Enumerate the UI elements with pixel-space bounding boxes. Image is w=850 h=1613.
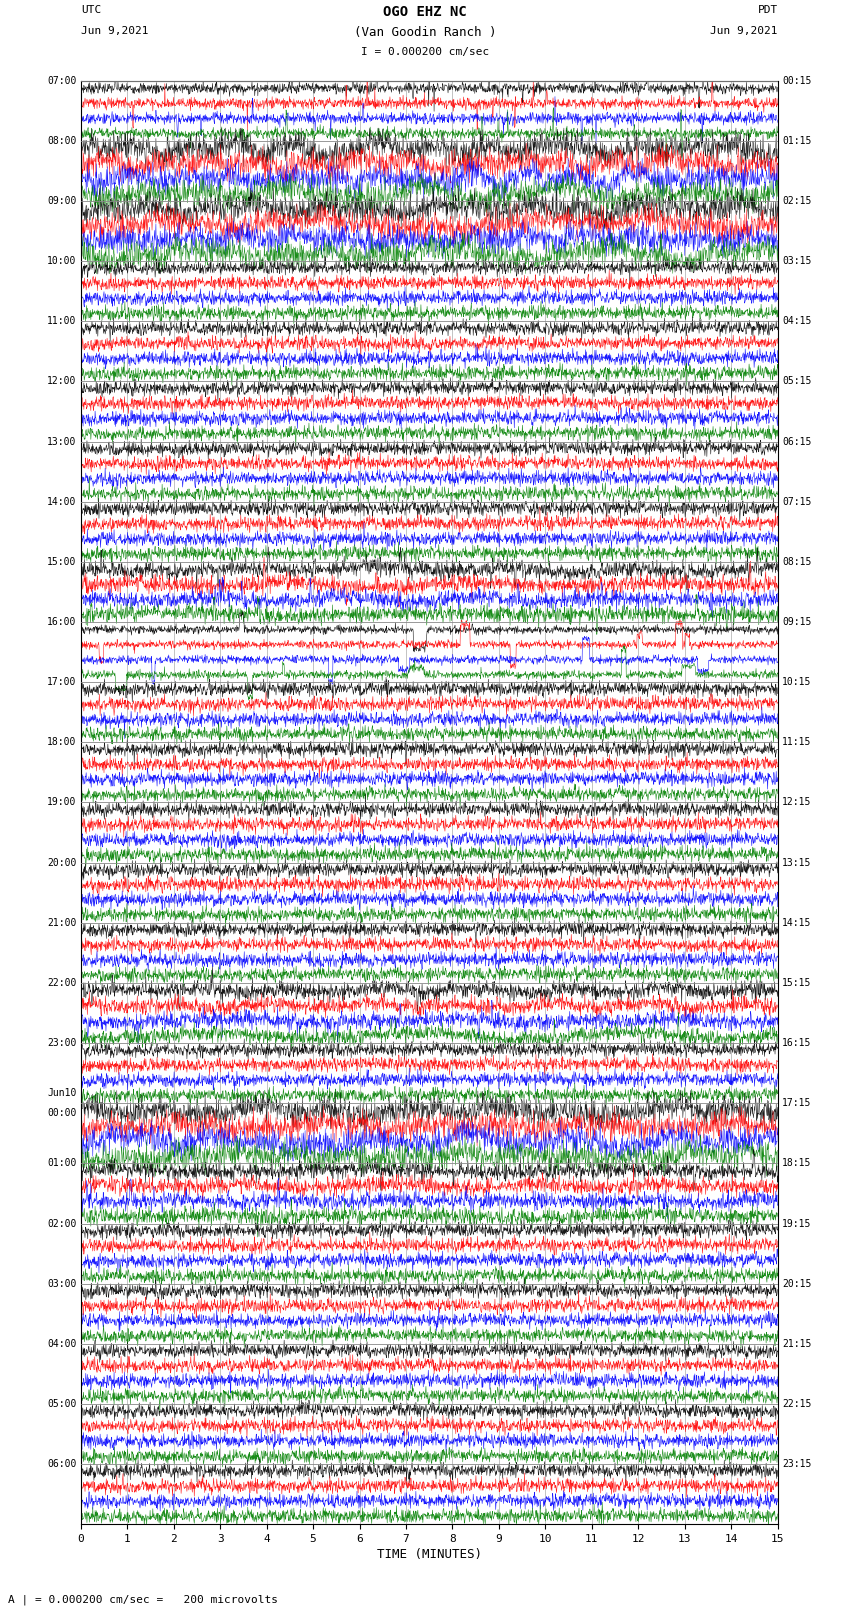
Text: 19:00: 19:00	[47, 797, 76, 808]
Text: 06:00: 06:00	[47, 1460, 76, 1469]
Text: I = 0.000200 cm/sec: I = 0.000200 cm/sec	[361, 47, 489, 56]
Text: 17:00: 17:00	[47, 677, 76, 687]
Text: 05:00: 05:00	[47, 1398, 76, 1410]
Text: 09:00: 09:00	[47, 195, 76, 206]
Text: PDT: PDT	[757, 5, 778, 15]
Text: 18:15: 18:15	[782, 1158, 812, 1168]
Text: 16:15: 16:15	[782, 1039, 812, 1048]
Text: 04:00: 04:00	[47, 1339, 76, 1348]
Text: 19:15: 19:15	[782, 1218, 812, 1229]
Text: 04:15: 04:15	[782, 316, 812, 326]
Text: 07:15: 07:15	[782, 497, 812, 506]
X-axis label: TIME (MINUTES): TIME (MINUTES)	[377, 1548, 482, 1561]
Text: 21:00: 21:00	[47, 918, 76, 927]
Text: 07:00: 07:00	[47, 76, 76, 85]
Text: 10:15: 10:15	[782, 677, 812, 687]
Text: 20:00: 20:00	[47, 858, 76, 868]
Text: 03:00: 03:00	[47, 1279, 76, 1289]
Text: 20:15: 20:15	[782, 1279, 812, 1289]
Text: 00:00: 00:00	[47, 1108, 76, 1118]
Text: Jun 9,2021: Jun 9,2021	[81, 26, 148, 35]
Text: 11:00: 11:00	[47, 316, 76, 326]
Text: 00:15: 00:15	[782, 76, 812, 85]
Text: 11:15: 11:15	[782, 737, 812, 747]
Text: 05:15: 05:15	[782, 376, 812, 387]
Text: (Van Goodin Ranch ): (Van Goodin Ranch )	[354, 26, 496, 39]
Text: UTC: UTC	[81, 5, 101, 15]
Text: 17:15: 17:15	[782, 1098, 812, 1108]
Text: 15:00: 15:00	[47, 556, 76, 566]
Text: 02:15: 02:15	[782, 195, 812, 206]
Text: 14:00: 14:00	[47, 497, 76, 506]
Text: 01:15: 01:15	[782, 135, 812, 145]
Text: 12:00: 12:00	[47, 376, 76, 387]
Text: 23:15: 23:15	[782, 1460, 812, 1469]
Text: 22:15: 22:15	[782, 1398, 812, 1410]
Text: 13:00: 13:00	[47, 437, 76, 447]
Text: 08:15: 08:15	[782, 556, 812, 566]
Text: 14:15: 14:15	[782, 918, 812, 927]
Text: 06:15: 06:15	[782, 437, 812, 447]
Text: 10:00: 10:00	[47, 256, 76, 266]
Text: 22:00: 22:00	[47, 977, 76, 987]
Text: 18:00: 18:00	[47, 737, 76, 747]
Text: 21:15: 21:15	[782, 1339, 812, 1348]
Text: 12:15: 12:15	[782, 797, 812, 808]
Text: 23:00: 23:00	[47, 1039, 76, 1048]
Text: 01:00: 01:00	[47, 1158, 76, 1168]
Text: 13:15: 13:15	[782, 858, 812, 868]
Text: 02:00: 02:00	[47, 1218, 76, 1229]
Text: Jun 9,2021: Jun 9,2021	[711, 26, 778, 35]
Text: A | = 0.000200 cm/sec =   200 microvolts: A | = 0.000200 cm/sec = 200 microvolts	[8, 1594, 279, 1605]
Text: 09:15: 09:15	[782, 618, 812, 627]
Text: 03:15: 03:15	[782, 256, 812, 266]
Text: 15:15: 15:15	[782, 977, 812, 987]
Text: Jun10: Jun10	[47, 1089, 76, 1098]
Text: 16:00: 16:00	[47, 618, 76, 627]
Text: OGO EHZ NC: OGO EHZ NC	[383, 5, 467, 19]
Text: 08:00: 08:00	[47, 135, 76, 145]
